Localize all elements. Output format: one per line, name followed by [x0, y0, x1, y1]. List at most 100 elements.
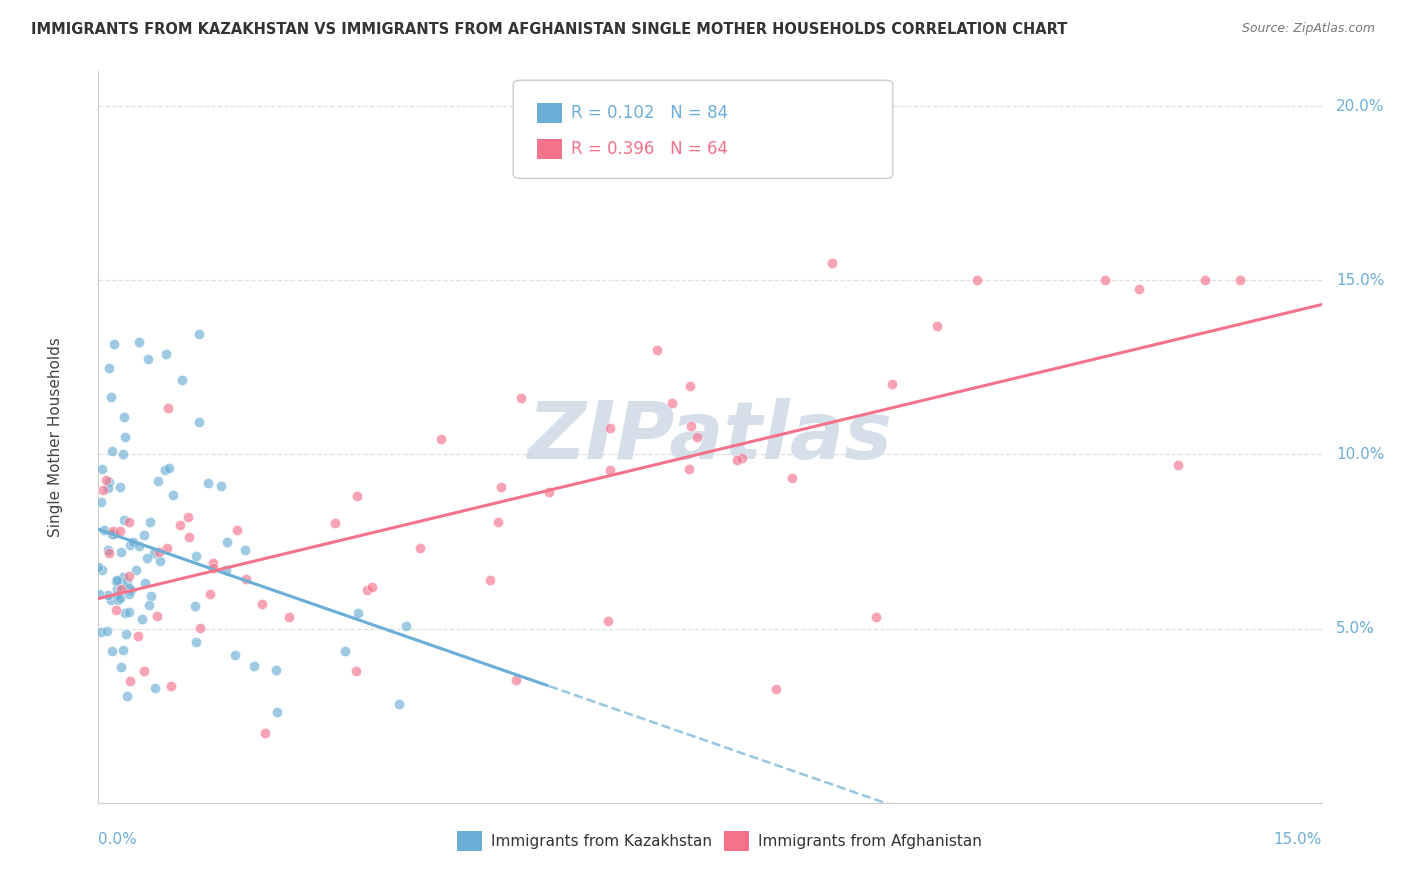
- Point: [127, 628, 149, 642]
- Point: [117, 582, 139, 596]
- Point: [101, 644, 124, 658]
- Point: [118, 673, 141, 688]
- Point: [103, 527, 125, 541]
- Point: [89, 587, 111, 601]
- Point: [148, 544, 170, 558]
- Point: [250, 597, 273, 611]
- Point: [187, 416, 209, 430]
- Point: [176, 509, 198, 524]
- Point: [91, 483, 114, 497]
- Text: R = 0.396   N = 64: R = 0.396 N = 64: [571, 140, 728, 158]
- Point: [596, 614, 619, 628]
- Point: [132, 528, 155, 542]
- Text: 10.0%: 10.0%: [1336, 447, 1385, 462]
- Point: [105, 588, 128, 602]
- Point: [97, 588, 120, 602]
- Point: [645, 343, 668, 357]
- Point: [235, 572, 257, 586]
- Point: [157, 401, 180, 416]
- Point: [361, 580, 384, 594]
- Text: 5.0%: 5.0%: [1336, 621, 1375, 636]
- Point: [880, 377, 903, 392]
- Point: [1128, 282, 1150, 296]
- Point: [731, 451, 754, 466]
- Point: [118, 538, 141, 552]
- Point: [599, 420, 621, 434]
- Point: [188, 621, 211, 635]
- Point: [224, 648, 246, 662]
- Point: [139, 515, 162, 529]
- Text: Single Mother Households: Single Mother Households: [48, 337, 63, 537]
- Point: [157, 461, 180, 475]
- Text: 15.0%: 15.0%: [1274, 832, 1322, 847]
- Point: [112, 513, 135, 527]
- Point: [107, 582, 129, 596]
- Point: [865, 610, 887, 624]
- Point: [136, 352, 159, 367]
- Point: [160, 679, 183, 693]
- Point: [96, 481, 118, 495]
- Point: [681, 418, 703, 433]
- Point: [100, 527, 122, 541]
- Point: [679, 378, 702, 392]
- Point: [186, 549, 208, 563]
- Point: [927, 318, 949, 333]
- Point: [198, 587, 221, 601]
- Point: [537, 485, 560, 500]
- Point: [111, 643, 134, 657]
- Point: [510, 392, 533, 406]
- Point: [172, 373, 194, 387]
- Point: [201, 561, 224, 575]
- Point: [254, 725, 277, 739]
- Point: [356, 583, 378, 598]
- Point: [187, 326, 209, 341]
- Point: [146, 474, 169, 488]
- Point: [134, 575, 156, 590]
- Point: [1194, 273, 1216, 287]
- Point: [115, 627, 138, 641]
- Point: [94, 473, 117, 487]
- Point: [136, 550, 159, 565]
- Text: 15.0%: 15.0%: [1336, 273, 1385, 288]
- Point: [243, 659, 266, 673]
- Point: [215, 534, 238, 549]
- Point: [120, 582, 142, 597]
- Point: [97, 543, 120, 558]
- Text: 0.0%: 0.0%: [98, 832, 138, 847]
- Point: [108, 524, 131, 538]
- Point: [104, 603, 127, 617]
- Text: R = 0.102   N = 84: R = 0.102 N = 84: [571, 104, 728, 122]
- Point: [132, 665, 155, 679]
- Point: [225, 523, 247, 537]
- Point: [1229, 273, 1251, 287]
- Point: [103, 524, 125, 538]
- Point: [100, 592, 122, 607]
- Point: [90, 494, 112, 508]
- Text: ZIPatlas: ZIPatlas: [527, 398, 893, 476]
- Point: [333, 644, 356, 658]
- Point: [115, 575, 138, 590]
- Point: [1094, 273, 1116, 287]
- Point: [110, 660, 132, 674]
- Point: [266, 706, 288, 720]
- Text: 20.0%: 20.0%: [1336, 99, 1385, 113]
- Point: [395, 619, 418, 633]
- Point: [505, 673, 527, 687]
- Point: [344, 664, 367, 678]
- Point: [489, 480, 512, 494]
- Point: [143, 681, 166, 695]
- Point: [725, 453, 748, 467]
- Point: [90, 625, 112, 640]
- Point: [678, 462, 700, 476]
- Point: [169, 518, 191, 533]
- Point: [107, 593, 129, 607]
- Point: [111, 577, 134, 591]
- Point: [599, 463, 621, 477]
- Point: [346, 489, 368, 503]
- Point: [155, 346, 177, 360]
- Point: [100, 444, 122, 458]
- Point: [112, 410, 135, 425]
- Point: [91, 461, 114, 475]
- Point: [110, 545, 132, 559]
- Text: Immigrants from Afghanistan: Immigrants from Afghanistan: [758, 834, 981, 848]
